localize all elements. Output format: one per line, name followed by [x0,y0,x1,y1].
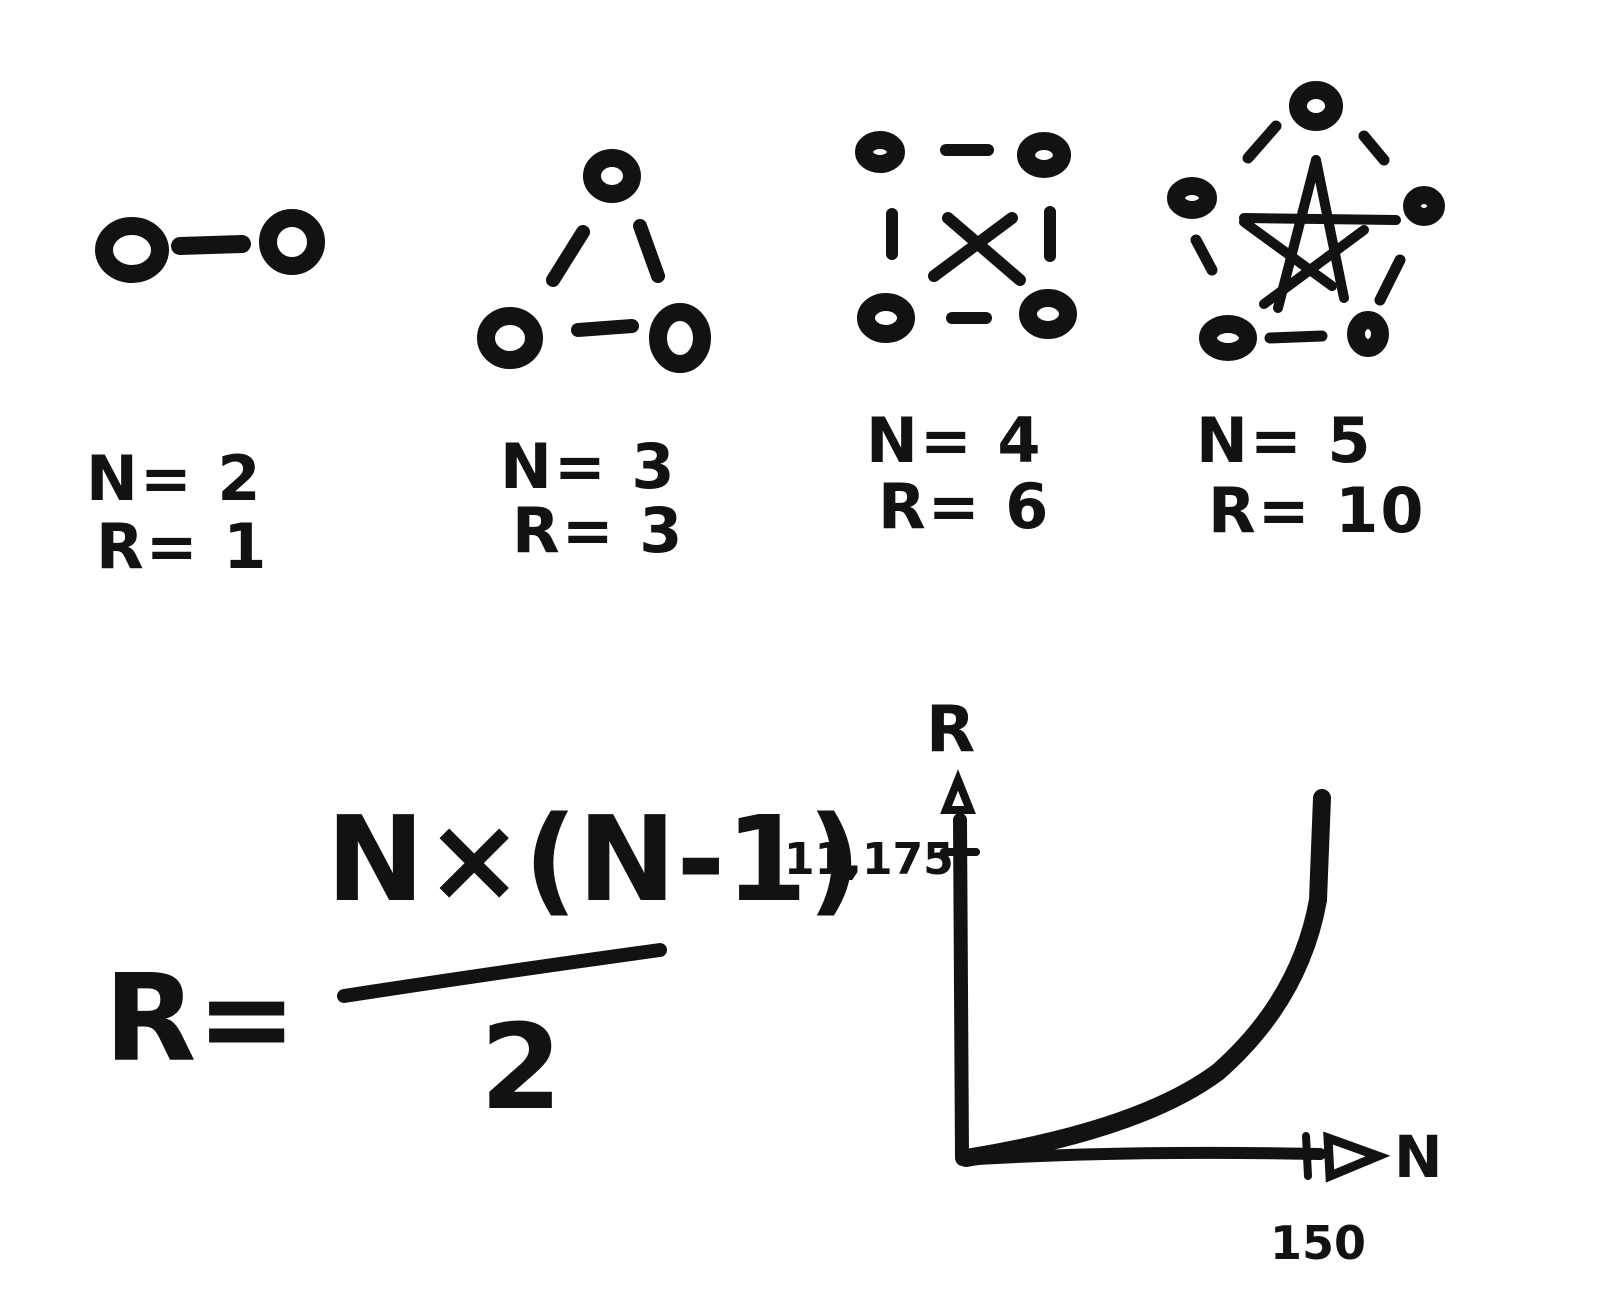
y-axis [953,813,969,1165]
edge [633,219,665,283]
node [857,293,915,343]
growth-plot [940,769,1391,1183]
graph-n3-n-label: N= 3 [500,430,677,503]
node [1019,289,1077,339]
graph-n5 [1167,81,1445,361]
graph-n2-r-label: R= 1 [96,510,269,583]
node [95,217,169,283]
graph-n4-r-label: R= 6 [878,470,1051,543]
edge [1259,225,1369,309]
formula-numerator: N×(N-1) [326,790,862,928]
edge [1374,254,1406,306]
x-axis-label: N [1394,1123,1443,1191]
node [1289,81,1343,131]
growth-curve [957,789,1331,1167]
node [1347,311,1389,357]
edge [546,225,590,287]
edge [1239,213,1401,225]
graph-n2 [95,209,325,283]
graph-n5-r-label: R= 10 [1208,474,1426,547]
node [1167,177,1217,219]
edge [1311,155,1349,303]
node [259,209,325,275]
x-tick-label: 150 [1270,1216,1367,1270]
y-axis-arrowhead [940,769,976,814]
edge [1264,330,1328,344]
graph-n3 [477,149,711,373]
edge [1358,130,1390,166]
edge [1190,234,1218,276]
node [1017,132,1071,178]
x-axis-tick [1302,1132,1312,1180]
formula-lhs: R= [104,950,297,1089]
node [649,303,711,373]
node [855,131,905,173]
y-tick-label: 11,175 [784,834,954,885]
graph-n3-r-label: R= 3 [512,494,685,567]
graph-n5-n-label: N= 5 [1196,404,1373,477]
node [1199,315,1257,361]
node [583,149,641,203]
fraction-bar [337,943,667,1003]
node [1403,186,1445,226]
edge [942,212,1026,286]
node [477,307,543,369]
edge [571,319,639,337]
graph-n2-n-label: N= 2 [86,442,263,515]
graph-n4-n-label: N= 4 [866,404,1043,477]
edge [171,235,251,255]
formula-denominator: 2 [480,998,563,1136]
x-axis-arrowhead [1323,1131,1391,1183]
edge [1242,120,1282,164]
edge [1239,217,1337,291]
y-axis-label: R [926,693,976,767]
graph-n4 [855,131,1077,343]
